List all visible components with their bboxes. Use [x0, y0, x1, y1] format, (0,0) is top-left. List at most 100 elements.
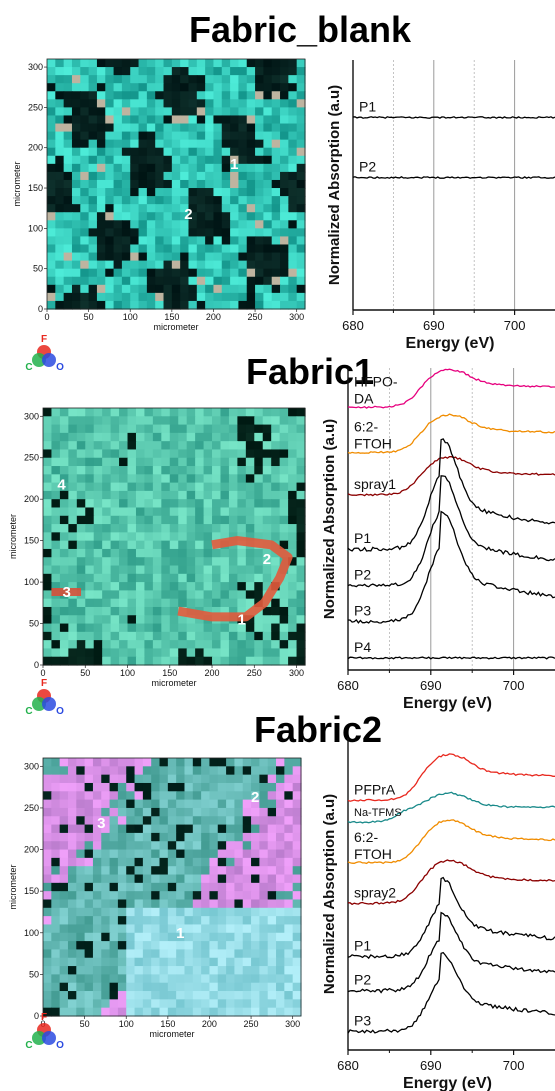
map-pixel: [242, 899, 252, 909]
map-pixel: [180, 131, 190, 141]
map-pixel: [126, 982, 136, 992]
map-pixel: [288, 171, 298, 181]
map-pixel: [146, 147, 156, 157]
map-pixel: [184, 866, 194, 876]
map-pixel: [142, 932, 152, 942]
map-pixel: [288, 507, 298, 517]
map-pixel: [88, 171, 98, 181]
map-pixel: [279, 590, 289, 600]
map-pixel: [55, 107, 65, 117]
map-pixel: [246, 244, 256, 254]
map-pixel: [55, 83, 65, 92]
map-pixel: [292, 899, 302, 909]
map-pixel: [263, 276, 273, 286]
map-pixel: [76, 866, 86, 876]
map-pixel: [180, 147, 190, 157]
map-pixel: [142, 941, 152, 951]
map-pixel: [209, 799, 219, 809]
map-pixel: [43, 615, 53, 625]
map-pixel: [267, 966, 277, 975]
map-pixel: [76, 949, 86, 959]
map-pixel: [85, 615, 95, 625]
map-pixel: [234, 1007, 244, 1017]
map-pixel: [71, 268, 81, 278]
map-pixel: [85, 557, 95, 567]
map-pixel: [279, 432, 289, 442]
map-pixel: [230, 139, 240, 149]
map-pixel: [254, 424, 264, 434]
map-pixel: [217, 824, 227, 834]
map-pixel: [288, 83, 298, 92]
map-pixel: [205, 99, 215, 108]
map-pixel: [188, 188, 198, 197]
map-pixel: [263, 155, 273, 165]
map-pixel: [186, 474, 196, 484]
map-pixel: [292, 824, 302, 834]
map-pixel: [263, 252, 273, 262]
map-pixel: [146, 188, 156, 197]
map-pixel: [246, 284, 256, 294]
map-pixel: [209, 766, 219, 776]
map-pixel: [144, 515, 154, 525]
map-pixel: [205, 220, 215, 229]
map-pixel: [76, 507, 86, 517]
map-pixel: [262, 640, 272, 650]
legend-label-o: O: [56, 1040, 64, 1051]
map-pixel: [119, 656, 129, 666]
map-pixel: [184, 1007, 194, 1017]
map-pixel: [76, 782, 86, 792]
map-pixel: [68, 532, 78, 542]
map-pixel: [180, 260, 190, 270]
map-pixel: [152, 565, 162, 575]
map-pixel: [276, 899, 285, 909]
map-pixel: [288, 139, 298, 149]
map-pixel: [96, 204, 106, 213]
map-pixel: [279, 615, 289, 625]
map-pixel: [245, 640, 255, 650]
map-pixel: [217, 774, 227, 784]
map-pixel: [138, 115, 148, 125]
map-pixel: [138, 139, 148, 149]
map-pixel: [280, 131, 289, 141]
map-pixel: [126, 766, 136, 776]
map-pixel: [76, 816, 86, 826]
legend-label-o: O: [56, 706, 64, 717]
map-pixel: [196, 300, 206, 310]
map-pixel: [47, 131, 56, 141]
map-pixel: [271, 441, 281, 451]
map-pixel: [195, 432, 205, 442]
map-pixel: [109, 949, 119, 959]
map-pixel: [234, 916, 244, 926]
map-pixel: [221, 163, 231, 173]
map-pixel: [226, 866, 236, 876]
map-pixel: [76, 416, 86, 426]
map-pixel: [262, 424, 272, 434]
map-pixel: [196, 91, 206, 100]
map-pixel: [262, 557, 272, 567]
map-pixel: [209, 841, 219, 851]
map-pixel: [84, 999, 94, 1009]
map-pixel: [176, 824, 186, 834]
legend-label-f: F: [41, 1012, 47, 1023]
map-pixel: [267, 866, 277, 876]
map-pixel: [59, 598, 69, 608]
map-pixel: [80, 99, 90, 108]
map-pixel: [146, 115, 156, 125]
map-pixel: [238, 107, 248, 117]
map-pixel: [267, 816, 277, 826]
map-pixel: [246, 228, 256, 238]
map-pixel: [171, 204, 181, 213]
map-pixel: [254, 615, 264, 625]
map-pixel: [192, 1007, 202, 1017]
map-pixel: [271, 204, 281, 213]
map-pixel: [251, 957, 260, 967]
map-pixel: [178, 557, 188, 567]
map-pixel: [217, 924, 227, 934]
map-pixel: [71, 83, 81, 92]
map-pixel: [85, 432, 95, 442]
map-pixel: [159, 824, 169, 834]
map-pixel: [84, 899, 94, 909]
map-pixel: [105, 196, 115, 205]
map-pixel: [130, 228, 140, 238]
map-pixel: [161, 598, 171, 608]
